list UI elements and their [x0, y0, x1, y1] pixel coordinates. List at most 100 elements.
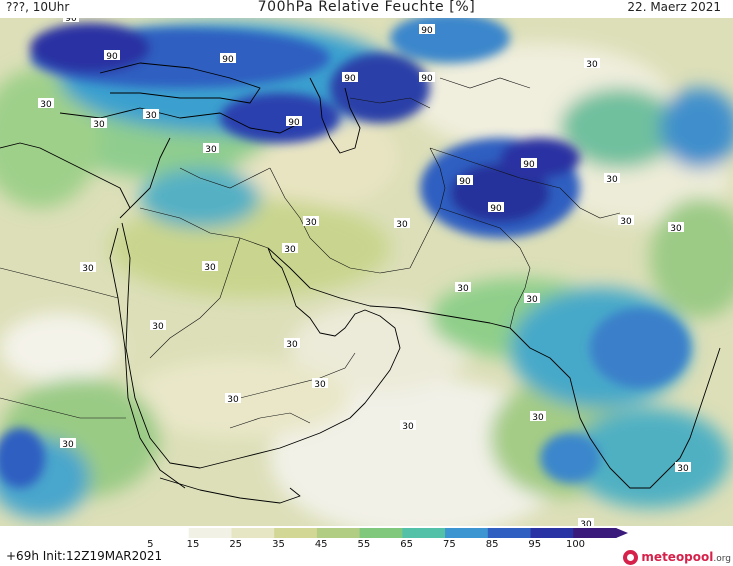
svg-text:90: 90 — [490, 204, 502, 214]
label-90-e: 90 — [342, 72, 358, 84]
color-scale-segment — [445, 528, 489, 538]
label-30-e: 30 — [203, 143, 219, 155]
meteopool-logo-icon — [623, 549, 639, 565]
svg-text:30: 30 — [205, 145, 217, 155]
label-30-p: 30 — [150, 320, 166, 332]
moist-core — [0, 18, 690, 488]
color-scale-tick-label: 25 — [229, 539, 243, 550]
label-30-r: 30 — [312, 378, 328, 390]
svg-text:90: 90 — [459, 177, 471, 187]
label-30-g: 30 — [618, 215, 634, 227]
coastline-iran-south — [267, 247, 511, 329]
svg-text:30: 30 — [532, 413, 544, 423]
color-scale-tick-label: 15 — [186, 539, 200, 550]
color-scale-tick-label: 45 — [314, 539, 328, 550]
color-scale-tick-label: 55 — [357, 539, 371, 550]
svg-text:90: 90 — [523, 160, 535, 170]
coastline-horn-africa — [159, 477, 301, 504]
color-scale-tick-label: 65 — [400, 539, 413, 550]
label-30-s: 30 — [225, 393, 241, 405]
contour-labels: 90 90 90 90 90 90 90 90 90 90 30 30 30 3… — [38, 18, 691, 526]
coastline-arabia — [121, 222, 401, 469]
location-label: ???, 10Uhr — [6, 0, 70, 14]
svg-text:90: 90 — [65, 18, 77, 24]
label-90-a: 90 — [63, 18, 79, 24]
coastline-red-sea-west — [109, 227, 186, 489]
color-scale-bar — [146, 528, 628, 538]
label-30-v: 30 — [60, 438, 76, 450]
label-90-f: 90 — [419, 72, 435, 84]
svg-text:30: 30 — [204, 263, 216, 273]
color-scale-tick-label: 85 — [485, 539, 499, 550]
label-30-n: 30 — [455, 282, 471, 294]
svg-text:30: 30 — [227, 395, 239, 405]
svg-text:30: 30 — [526, 295, 538, 305]
label-90-d: 90 — [419, 24, 435, 36]
label-90-j: 90 — [488, 202, 504, 214]
svg-text:30: 30 — [402, 422, 414, 432]
meteopool-wordmark: meteopool.org — [641, 550, 731, 564]
color-scale-segment — [573, 528, 617, 538]
chart-title: 700hPa Relative Feuchte [%] — [257, 0, 476, 15]
svg-text:30: 30 — [606, 175, 618, 185]
svg-text:30: 30 — [284, 245, 296, 255]
label-30-x: 30 — [578, 518, 594, 526]
svg-text:30: 30 — [82, 264, 94, 274]
svg-text:30: 30 — [314, 380, 326, 390]
color-scale-segment — [359, 528, 403, 538]
svg-text:90: 90 — [421, 74, 433, 84]
svg-text:30: 30 — [305, 218, 317, 228]
label-30-l: 30 — [80, 262, 96, 274]
svg-text:30: 30 — [620, 217, 632, 227]
label-30-j: 30 — [394, 218, 410, 230]
label-90-i: 90 — [457, 175, 473, 187]
svg-text:30: 30 — [580, 520, 592, 526]
svg-text:90: 90 — [106, 52, 118, 62]
svg-text:30: 30 — [586, 60, 598, 70]
coastline-caspian — [309, 77, 361, 154]
meteopool-logo[interactable]: meteopool.org — [623, 549, 731, 565]
svg-text:30: 30 — [677, 464, 689, 474]
color-scale-segment — [316, 528, 361, 538]
color-scale-tick-label: 95 — [528, 539, 542, 550]
coastline-mediterranean — [0, 142, 131, 209]
svg-text:30: 30 — [457, 284, 469, 294]
color-scale-arrow — [616, 528, 628, 538]
label-30-b: 30 — [38, 98, 54, 110]
color-scale-segment — [530, 528, 574, 538]
label-90-c: 90 — [220, 53, 236, 65]
label-30-m: 30 — [202, 261, 218, 273]
label-30-o: 30 — [524, 293, 540, 305]
color-scale-segment — [146, 528, 190, 538]
coastline-turkey — [59, 107, 301, 134]
humidity-map: 90 90 90 90 90 90 90 90 90 90 30 30 30 3… — [0, 18, 733, 526]
label-30-c: 30 — [91, 118, 107, 130]
color-scale-tick-label: 5 — [147, 539, 154, 550]
run-info: +69h Init:12Z19MAR2021 — [6, 549, 163, 563]
label-90-g: 90 — [286, 116, 302, 128]
svg-text:90: 90 — [344, 74, 356, 84]
label-90-b: 90 — [104, 50, 120, 62]
label-30-f: 30 — [604, 173, 620, 185]
label-30-i: 30 — [303, 216, 319, 228]
label-30-u: 30 — [400, 420, 416, 432]
label-30-k: 30 — [282, 243, 298, 255]
svg-text:90: 90 — [222, 55, 234, 65]
color-scale-tick-label: 35 — [272, 539, 285, 550]
svg-text:90: 90 — [288, 118, 300, 128]
color-scale-tick-label: 100 — [565, 539, 586, 550]
svg-text:30: 30 — [670, 224, 682, 234]
svg-text:30: 30 — [396, 220, 408, 230]
label-30-a: 30 — [584, 58, 600, 70]
coastline-levant — [119, 137, 171, 219]
svg-text:30: 30 — [152, 322, 164, 332]
label-30-h: 30 — [668, 222, 684, 234]
coastline-india — [509, 327, 721, 489]
svg-text:30: 30 — [93, 120, 105, 130]
svg-text:30: 30 — [286, 340, 298, 350]
color-scale-segment — [231, 528, 275, 538]
svg-text:30: 30 — [62, 440, 74, 450]
country-borders — [0, 77, 621, 429]
svg-text:90: 90 — [421, 26, 433, 36]
sea-areas — [0, 62, 721, 504]
